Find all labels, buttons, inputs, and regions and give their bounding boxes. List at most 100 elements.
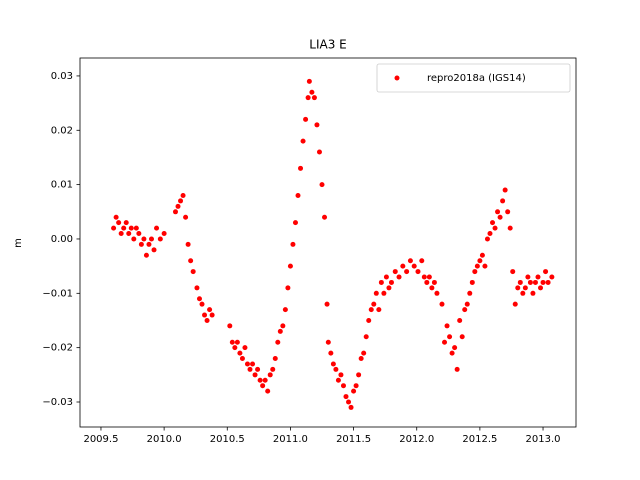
data-point <box>474 263 480 269</box>
x-tick-label: 2013.0 <box>526 434 561 445</box>
data-point <box>376 307 382 313</box>
y-tick-label: −0.01 <box>42 288 73 299</box>
data-point <box>123 220 129 226</box>
data-point <box>484 236 490 242</box>
x-tick-label: 2009.5 <box>83 434 118 445</box>
data-point <box>118 231 124 237</box>
data-point <box>128 225 134 231</box>
data-point <box>495 209 501 215</box>
data-point <box>207 307 213 313</box>
data-point <box>154 225 160 231</box>
data-point <box>469 279 475 285</box>
data-point <box>535 274 541 280</box>
data-point <box>454 366 460 372</box>
data-point <box>190 269 196 275</box>
data-point <box>434 290 440 296</box>
data-point <box>348 404 354 410</box>
data-point <box>540 279 546 285</box>
data-point <box>133 225 139 231</box>
data-point <box>146 241 152 247</box>
data-point <box>247 366 253 372</box>
data-point <box>530 290 536 296</box>
data-point <box>482 263 488 269</box>
data-point <box>517 279 523 285</box>
data-point <box>204 317 210 323</box>
data-point <box>392 269 398 275</box>
data-point <box>277 328 283 334</box>
data-point <box>202 312 208 318</box>
data-point <box>383 274 389 280</box>
y-tick-label: 0.03 <box>51 71 73 82</box>
data-point <box>324 301 330 307</box>
data-point <box>232 345 238 351</box>
data-point <box>505 209 511 215</box>
data-point <box>180 192 186 198</box>
data-point <box>161 231 167 237</box>
data-point <box>522 285 528 291</box>
data-point <box>492 225 498 231</box>
data-point <box>407 258 413 264</box>
data-point <box>400 263 406 269</box>
data-point <box>270 366 276 372</box>
data-point <box>386 285 392 291</box>
data-point <box>431 279 437 285</box>
data-point <box>292 220 298 226</box>
data-point <box>373 290 379 296</box>
data-point <box>487 231 493 237</box>
data-point <box>363 334 369 340</box>
data-point <box>549 274 555 280</box>
data-point <box>306 78 312 84</box>
data-point <box>500 198 506 204</box>
data-point <box>157 236 163 242</box>
data-point <box>311 95 317 101</box>
data-point <box>525 274 531 280</box>
data-point <box>497 214 503 220</box>
legend-frame <box>376 63 571 93</box>
data-point <box>257 377 263 383</box>
data-point <box>520 290 526 296</box>
chart-title: LIA3 E <box>309 38 346 52</box>
data-point <box>141 236 147 242</box>
x-tick-label: 2012.5 <box>462 434 497 445</box>
data-point <box>479 252 485 258</box>
data-point <box>368 307 374 313</box>
data-point <box>172 209 178 215</box>
data-point <box>227 323 233 329</box>
data-point <box>490 220 496 226</box>
data-point <box>290 241 296 247</box>
data-point <box>351 388 357 394</box>
data-point <box>356 372 362 378</box>
data-point <box>502 187 508 193</box>
data-point <box>275 339 281 345</box>
data-point <box>378 279 384 285</box>
data-point <box>116 220 122 226</box>
data-point <box>346 399 352 405</box>
data-point <box>265 388 271 394</box>
data-point <box>148 236 154 242</box>
data-point <box>239 356 245 362</box>
x-tick-label: 2011.5 <box>336 434 371 445</box>
data-point <box>316 149 322 155</box>
data-point <box>527 279 533 285</box>
data-point <box>196 296 202 302</box>
data-point <box>305 95 311 101</box>
y-tick-label: −0.02 <box>42 343 73 354</box>
y-tick-label: 0.00 <box>51 234 73 245</box>
data-point <box>477 258 483 264</box>
data-point <box>303 116 309 122</box>
data-point <box>353 383 359 389</box>
data-point <box>472 269 478 275</box>
data-point <box>366 317 372 323</box>
data-point <box>300 138 306 144</box>
data-point <box>237 350 243 356</box>
data-point <box>199 301 205 307</box>
plot-frame <box>79 57 577 428</box>
data-point <box>532 279 538 285</box>
data-point <box>429 285 435 291</box>
data-point <box>121 225 127 231</box>
data-point <box>515 285 521 291</box>
data-point <box>322 214 328 220</box>
data-point <box>185 241 191 247</box>
data-point <box>447 334 453 340</box>
